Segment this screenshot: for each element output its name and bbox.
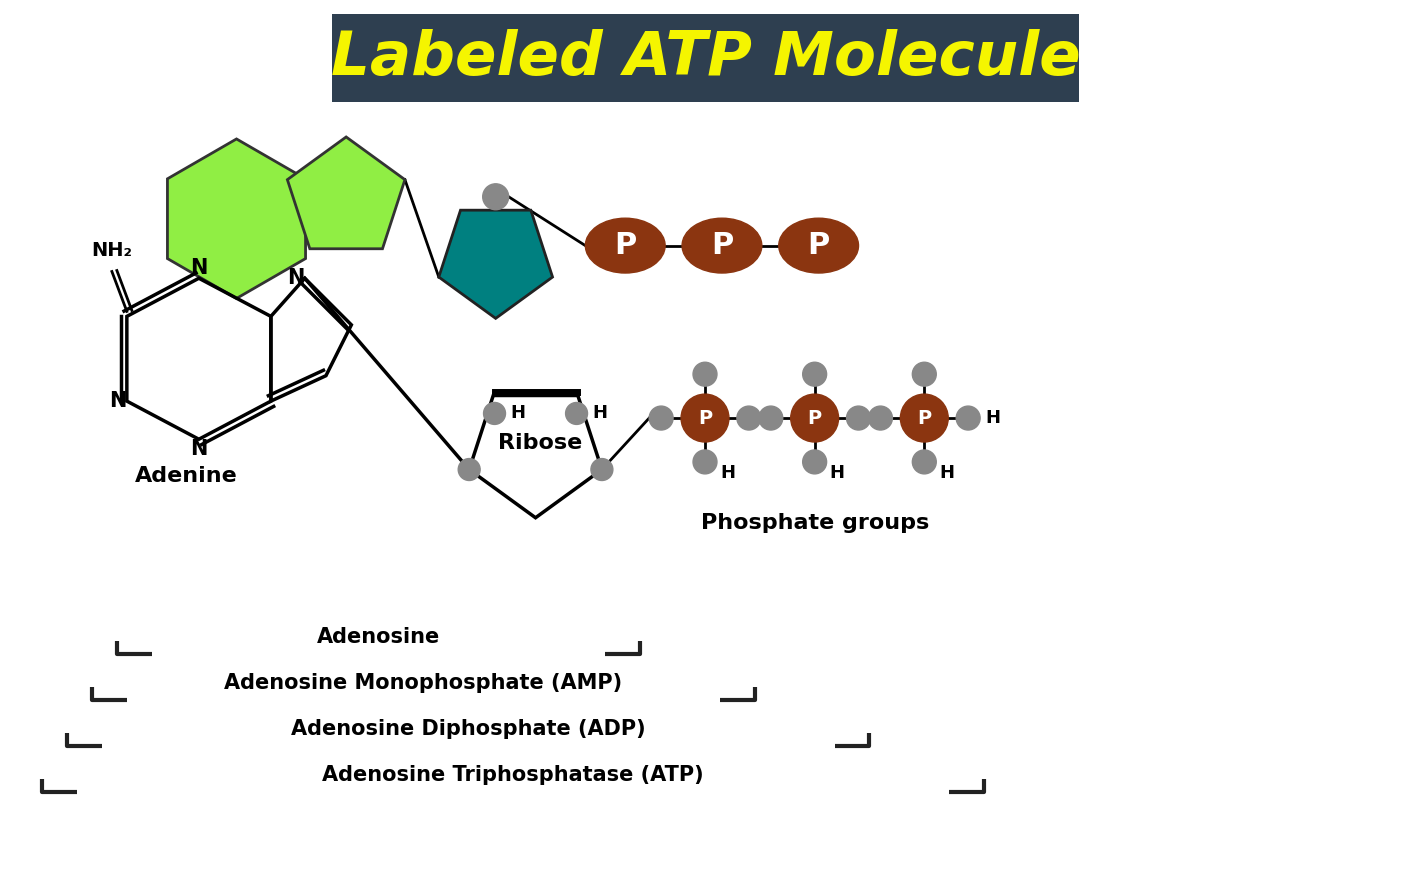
Circle shape: [591, 458, 612, 480]
Text: N: N: [190, 258, 207, 278]
Circle shape: [649, 406, 673, 430]
Text: H: H: [720, 464, 735, 482]
Text: Adenosine Diphosphate (ADP): Adenosine Diphosphate (ADP): [291, 719, 646, 739]
Circle shape: [847, 406, 871, 430]
Circle shape: [459, 458, 480, 480]
Text: P: P: [698, 409, 713, 428]
Text: NH₂: NH₂: [92, 241, 133, 259]
FancyBboxPatch shape: [332, 14, 1079, 102]
Circle shape: [566, 402, 587, 424]
Circle shape: [484, 402, 505, 424]
Text: Adenosine Triphosphatase (ATP): Adenosine Triphosphatase (ATP): [322, 765, 704, 785]
Text: H: H: [593, 404, 608, 423]
Circle shape: [869, 406, 892, 430]
Text: H: H: [511, 404, 525, 423]
Polygon shape: [288, 137, 405, 249]
Circle shape: [759, 406, 783, 430]
Text: H: H: [830, 464, 845, 482]
Text: Adenosine Monophosphate (AMP): Adenosine Monophosphate (AMP): [224, 673, 622, 693]
Ellipse shape: [682, 218, 762, 273]
Circle shape: [913, 450, 937, 474]
Text: Adenine: Adenine: [135, 466, 237, 486]
Text: H: H: [985, 409, 1000, 427]
Circle shape: [913, 362, 937, 386]
Circle shape: [900, 394, 948, 442]
Text: N: N: [288, 268, 305, 288]
Circle shape: [803, 450, 827, 474]
Circle shape: [693, 450, 717, 474]
Circle shape: [957, 406, 981, 430]
Text: P: P: [614, 231, 636, 260]
Circle shape: [803, 362, 827, 386]
Circle shape: [790, 394, 838, 442]
Text: P: P: [807, 409, 821, 428]
Text: Labeled ATP Molecule: Labeled ATP Molecule: [330, 29, 1081, 87]
Polygon shape: [168, 139, 306, 299]
Text: P: P: [917, 409, 931, 428]
Polygon shape: [439, 210, 553, 319]
Circle shape: [737, 406, 761, 430]
Text: N: N: [110, 391, 127, 411]
Circle shape: [682, 394, 729, 442]
Text: Adenosine: Adenosine: [317, 628, 440, 647]
Text: P: P: [711, 231, 734, 260]
Ellipse shape: [779, 218, 858, 273]
Circle shape: [483, 184, 508, 210]
Text: H: H: [940, 464, 954, 482]
Text: P: P: [807, 231, 830, 260]
Circle shape: [693, 362, 717, 386]
Text: N: N: [190, 439, 207, 459]
Ellipse shape: [586, 218, 665, 273]
Text: Phosphate groups: Phosphate groups: [700, 512, 928, 533]
Text: Ribose: Ribose: [498, 433, 583, 453]
